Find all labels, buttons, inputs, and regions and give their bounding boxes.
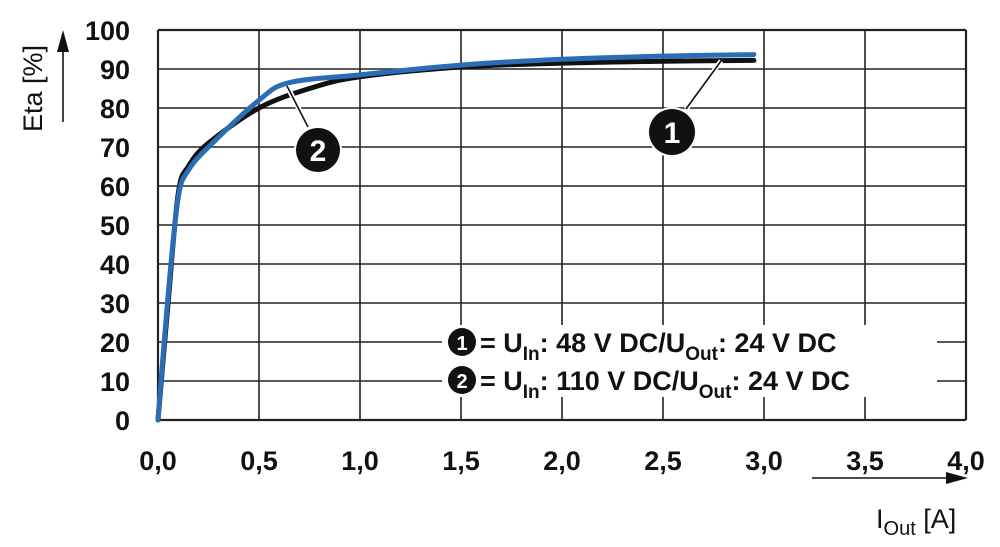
callout-2: 2 bbox=[284, 84, 342, 174]
y-tick-label: 100 bbox=[85, 16, 130, 46]
y-tick-label: 0 bbox=[115, 406, 130, 436]
y-tick-label: 90 bbox=[100, 55, 130, 85]
y-axis-title-group: Eta [%] bbox=[18, 30, 69, 132]
legend-badge-2 bbox=[448, 366, 476, 394]
x-tick-label: 2,5 bbox=[644, 446, 682, 476]
x-tick-label: 3,5 bbox=[846, 446, 884, 476]
legend-item-2: 2 = UIn: 110 V DC/UOut: 24 V DC bbox=[448, 366, 850, 403]
y-tick-label: 50 bbox=[100, 211, 130, 241]
legend-badge-label-2: 2 bbox=[456, 371, 467, 393]
callout-badge-2 bbox=[296, 128, 340, 172]
legend-item-1: 1 = UIn: 48 V DC/UOut: 24 V DC bbox=[448, 328, 836, 365]
y-axis-tick-labels: 0 10 20 30 40 50 60 70 80 90 100 bbox=[85, 16, 130, 436]
y-axis-arrowhead-icon bbox=[57, 30, 69, 52]
x-axis-title-group: IOut [A] bbox=[812, 472, 968, 540]
series-line-110v bbox=[155, 52, 757, 423]
callout-label-2: 2 bbox=[310, 135, 327, 168]
y-tick-label: 40 bbox=[100, 250, 130, 280]
x-axis-title: IOut [A] bbox=[876, 504, 956, 540]
x-tick-label: 0,5 bbox=[240, 446, 278, 476]
callout-badge-1 bbox=[649, 109, 695, 155]
legend-background bbox=[442, 325, 937, 397]
y-tick-label: 20 bbox=[100, 328, 130, 358]
y-tick-label: 10 bbox=[100, 367, 130, 397]
grid-lines bbox=[156, 28, 968, 422]
y-tick-label: 60 bbox=[100, 172, 130, 202]
y-tick-label: 30 bbox=[100, 289, 130, 319]
legend-label-1: = UIn: 48 V DC/UOut: 24 V DC bbox=[480, 328, 836, 365]
legend: 1 = UIn: 48 V DC/UOut: 24 V DC 2 = UIn: … bbox=[448, 328, 850, 403]
x-tick-label: 1,5 bbox=[442, 446, 480, 476]
x-tick-label: 4,0 bbox=[947, 446, 985, 476]
legend-badge-1 bbox=[448, 328, 476, 356]
x-tick-label: 0,0 bbox=[139, 446, 177, 476]
x-tick-label: 2,0 bbox=[543, 446, 581, 476]
x-tick-label: 1,0 bbox=[341, 446, 379, 476]
callout-label-1: 1 bbox=[664, 117, 681, 150]
x-axis-arrowhead-icon bbox=[946, 472, 968, 484]
x-tick-label: 3,0 bbox=[745, 446, 783, 476]
legend-label-2: = UIn: 110 V DC/UOut: 24 V DC bbox=[480, 366, 850, 403]
x-axis-tick-labels: 0,0 0,5 1,0 1,5 2,0 2,5 3,0 3,5 4,0 bbox=[139, 446, 985, 476]
legend-badge-label-1: 1 bbox=[456, 333, 467, 355]
callout-1: 1 bbox=[647, 59, 724, 157]
y-axis-title: Eta [%] bbox=[18, 45, 48, 132]
y-tick-label: 70 bbox=[100, 133, 130, 163]
y-tick-label: 80 bbox=[100, 94, 130, 124]
